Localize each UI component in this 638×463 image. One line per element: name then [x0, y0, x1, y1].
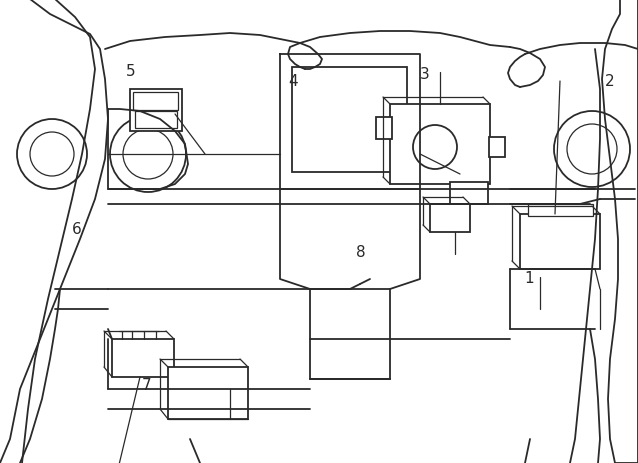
- Bar: [430, 205, 470, 232]
- Bar: [130, 90, 182, 131]
- Text: 3: 3: [419, 67, 429, 81]
- Text: 4: 4: [288, 74, 299, 88]
- Text: 8: 8: [355, 245, 366, 260]
- Text: 2: 2: [604, 74, 614, 88]
- Bar: [168, 367, 248, 419]
- Bar: [528, 205, 593, 217]
- Bar: [390, 105, 490, 185]
- Bar: [376, 118, 392, 140]
- Bar: [133, 93, 178, 111]
- Bar: [520, 214, 600, 269]
- Bar: [489, 138, 505, 158]
- Bar: [112, 339, 174, 377]
- Bar: [135, 112, 177, 129]
- Text: 6: 6: [71, 222, 82, 237]
- Bar: [450, 182, 488, 205]
- Bar: [292, 68, 407, 173]
- Text: 5: 5: [126, 64, 136, 79]
- Text: 1: 1: [524, 270, 535, 285]
- Text: 7: 7: [142, 377, 152, 392]
